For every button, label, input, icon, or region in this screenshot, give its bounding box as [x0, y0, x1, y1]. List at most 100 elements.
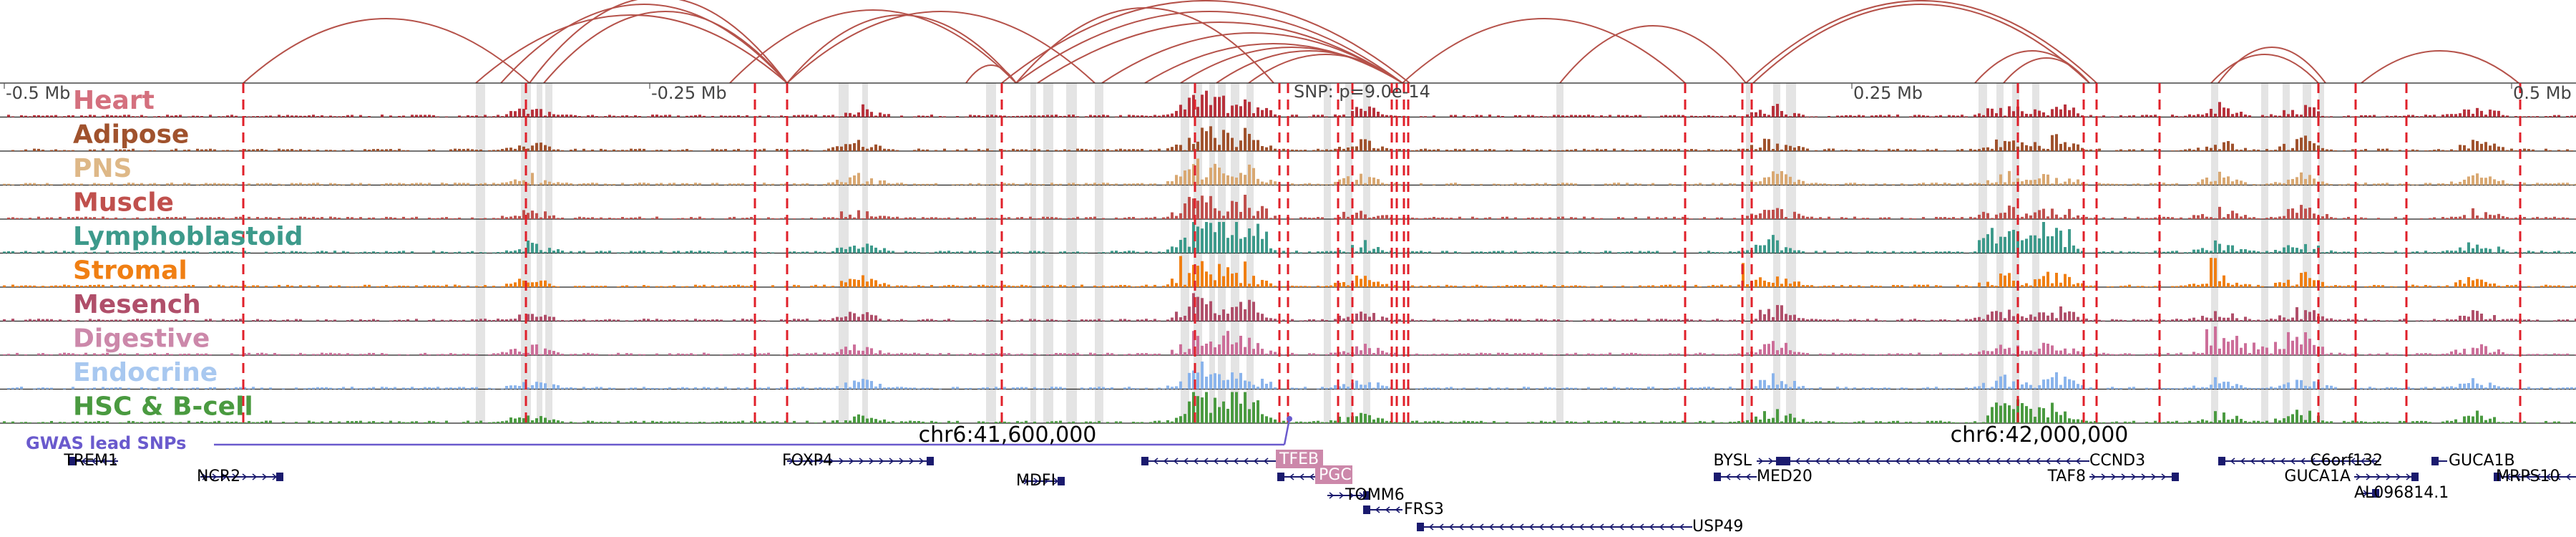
signal-bar [613, 218, 615, 219]
signal-bar [2441, 320, 2444, 321]
signal-bar [1050, 421, 1053, 423]
signal-bar [428, 149, 431, 151]
signal-bar [2051, 236, 2054, 253]
signal-bar [170, 217, 173, 219]
signal-bar [686, 319, 688, 321]
chromatin-loop-arc [786, 11, 1096, 84]
signal-bar [308, 285, 311, 287]
signal-bar [673, 150, 675, 151]
signal-bar [660, 150, 663, 151]
signal-bar [1566, 353, 1568, 355]
signal-bar [1257, 284, 1259, 287]
signal-bar [2201, 115, 2204, 117]
signal-bar [1274, 352, 1277, 355]
signal-bar [20, 422, 23, 423]
signal-bar [2004, 182, 2006, 185]
signal-bar [1832, 218, 1835, 219]
signal-bar [509, 417, 512, 423]
signal-bar [570, 150, 572, 151]
signal-bar [1686, 319, 1689, 321]
signal-bar [1201, 361, 1204, 390]
signal-bar [1016, 354, 1019, 355]
signal-bar [445, 284, 448, 287]
signal-bar [1570, 150, 1573, 151]
signal-bar [1591, 319, 1594, 321]
signal-bar [2394, 216, 2397, 219]
signal-bar [1845, 422, 1848, 423]
signal-bar [2459, 216, 2462, 219]
signal-bar [2562, 387, 2565, 390]
signal-bar [1136, 353, 1139, 355]
signal-bar [1106, 352, 1109, 355]
signal-bar [2347, 216, 2350, 219]
signal-bar [2334, 218, 2337, 219]
signal-bar [1785, 217, 1787, 219]
signal-bar [930, 319, 933, 321]
signal-bar [1926, 251, 1929, 253]
chromatin-loop-arc [965, 64, 1017, 84]
signal-bar [136, 183, 139, 185]
signal-bar [110, 285, 113, 287]
signal-bar [986, 422, 989, 423]
signal-bar [686, 387, 688, 390]
signal-bar [1420, 388, 1423, 390]
signal-bar [102, 216, 104, 219]
signal-bar [2300, 319, 2303, 321]
signal-bar [1527, 150, 1530, 151]
signal-bar [286, 284, 289, 287]
signal-bar [1548, 184, 1551, 185]
signal-bar [1265, 317, 1268, 321]
signal-bar [316, 285, 319, 287]
signal-bar [1750, 112, 1753, 117]
signal-bar [2038, 178, 2041, 185]
signal-bar [1201, 397, 1204, 423]
signal-bar [1802, 115, 1805, 117]
signal-bar [2330, 250, 2333, 253]
signal-bar [1724, 422, 1727, 423]
signal-bar [1600, 354, 1603, 355]
signal-bar [2403, 115, 2406, 117]
signal-bar [1098, 286, 1101, 287]
signal-bar [1866, 319, 1869, 321]
signal-bar [291, 251, 293, 253]
signal-bar [2381, 388, 2384, 390]
signal-bar [368, 421, 371, 423]
signal-bar [1716, 285, 1719, 287]
signal-bar [947, 352, 950, 355]
signal-bar [1755, 182, 1757, 185]
signal-bar [1497, 183, 1500, 185]
signal-bar [2472, 347, 2474, 355]
signal-bar [1209, 168, 1212, 185]
signal-bar [1136, 251, 1139, 253]
signal-bar [1703, 150, 1706, 151]
signal-bar [153, 116, 156, 117]
signal-bar [1308, 183, 1311, 185]
signal-bar [892, 217, 894, 219]
signal-bar [329, 420, 332, 423]
signal-bar [1231, 235, 1234, 253]
signal-bar [1377, 179, 1380, 185]
signal-bar [1415, 388, 1418, 390]
signal-bar [475, 286, 478, 287]
signal-bar [681, 286, 684, 287]
signal-bar [2029, 350, 2032, 355]
signal-bar [887, 216, 890, 219]
signal-bar [1527, 218, 1530, 219]
signal-bar [157, 184, 160, 185]
signal-bar [2549, 252, 2552, 253]
signal-bar [93, 251, 96, 253]
signal-bar [793, 150, 796, 151]
signal-bar [2446, 150, 2449, 151]
signal-bar [1785, 314, 1787, 321]
signal-bar [2270, 318, 2273, 321]
signal-bar [1613, 319, 1616, 321]
signal-bar [2021, 216, 2024, 219]
signal-bar [2403, 387, 2406, 390]
signal-bar [299, 115, 302, 117]
signal-bar [1901, 319, 1903, 321]
signal-bar [1398, 116, 1401, 117]
signal-bar [1261, 414, 1264, 423]
signal-bar [1274, 419, 1277, 423]
signal-bar [2167, 352, 2170, 355]
signal-bar [956, 420, 959, 423]
